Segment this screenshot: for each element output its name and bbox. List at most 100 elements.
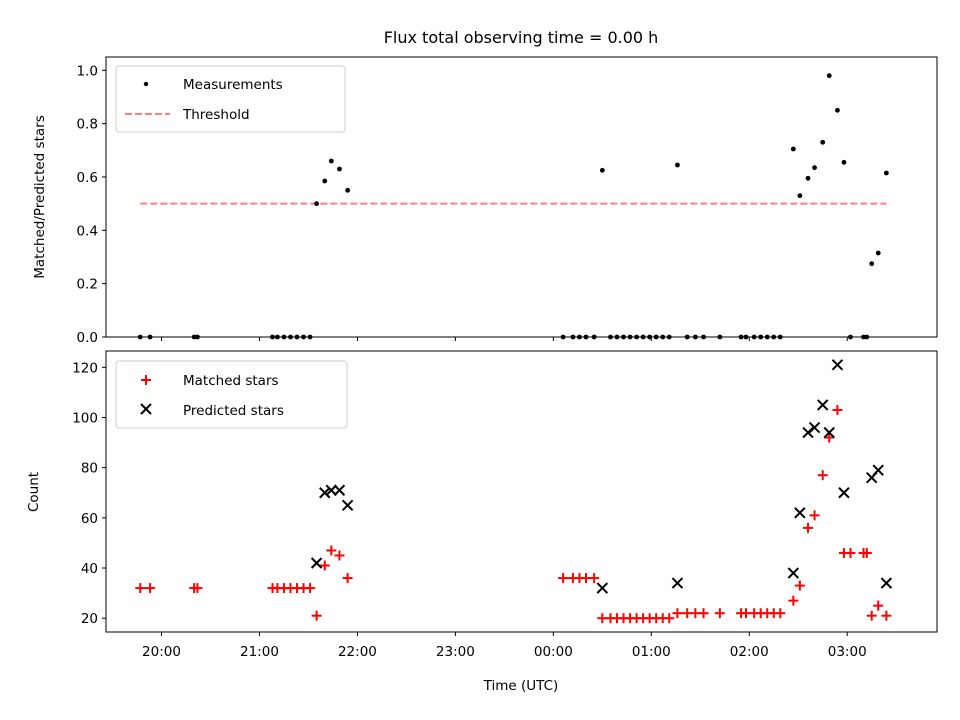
top-y-tick-label: 1.0: [77, 63, 98, 79]
bottom-plot-frame: [105, 350, 938, 633]
bottom-y-tick-label: 40: [81, 561, 98, 577]
top-y-tick-label: 0.2: [77, 277, 98, 293]
legend-predicted-label: Predicted stars: [183, 403, 284, 419]
matched-star-point: [845, 547, 856, 558]
bottom-y-tick-label: 20: [81, 611, 98, 627]
matched-stars-layer: [135, 404, 892, 624]
measurement-point: [841, 159, 847, 165]
bottom-y-axis-label: Count: [26, 472, 42, 512]
top-y-tick-label: 0.4: [77, 223, 98, 239]
matched-star-point: [866, 610, 877, 621]
bottom-y-tick-label: 120: [72, 360, 98, 376]
legend-threshold-label: Threshold: [182, 107, 250, 123]
matched-star-point: [334, 550, 345, 561]
measurement-point: [826, 73, 832, 79]
measurement-point: [805, 175, 811, 181]
measurement-point: [875, 250, 881, 256]
matched-star-point: [873, 600, 884, 611]
matched-star-point: [775, 608, 786, 619]
measurement-point: [599, 167, 605, 173]
matched-star-point: [326, 545, 337, 556]
top-y-tick-label: 0.6: [77, 170, 98, 186]
predicted-star-point: [823, 426, 835, 439]
matched-star-point: [803, 522, 814, 533]
bottom-x-tick-label: 22:00: [338, 644, 377, 660]
legend-matched-label: Matched stars: [183, 373, 279, 389]
bottom-x-ticks: 20:00 21:00 22:00 23:00 00:00 01:00 02:00 03:00: [142, 632, 867, 660]
matched-star-point: [672, 608, 683, 619]
matched-star-point: [714, 608, 725, 619]
matched-star-point: [589, 573, 600, 584]
measurement-point: [345, 187, 351, 193]
bottom-x-tick-label: 01:00: [632, 644, 671, 660]
matched-star-point: [342, 573, 353, 584]
measurement-point: [337, 166, 342, 172]
chart-title: Flux total observing time = 0.00 h: [384, 28, 659, 47]
predicted-star-point: [596, 582, 609, 594]
matched-star-point: [311, 610, 322, 621]
legend-predicted-marker: [140, 403, 152, 415]
legend-measurements-label: Measurements: [183, 77, 283, 93]
matched-star-point: [794, 580, 805, 591]
measurement-point: [675, 162, 680, 168]
measurement-point: [328, 158, 334, 164]
matched-star-point: [861, 547, 872, 558]
measurement-point: [835, 107, 840, 113]
bottom-y-tick-label: 60: [81, 511, 98, 527]
top-y-tick-label: 0.8: [77, 117, 98, 133]
predicted-star-point: [808, 421, 821, 434]
bottom-y-ticks: 20 40 60 80 100 120: [72, 360, 106, 627]
bottom-y-tick-label: 100: [72, 410, 98, 426]
predicted-star-point: [872, 464, 884, 476]
bottom-legend-box: [115, 360, 348, 429]
predicted-star-point: [880, 577, 893, 589]
top-y-axis-label: Matched/Predicted stars: [32, 115, 48, 278]
predicted-star-point: [671, 577, 684, 589]
top-legend-box: [115, 65, 346, 133]
predicted-star-point: [341, 499, 354, 512]
matched-star-point: [817, 470, 828, 481]
predicted-star-point: [325, 484, 338, 496]
matched-star-point: [305, 583, 316, 594]
measurement-point: [797, 193, 803, 199]
bottom-panel: 20 40 60 80 100 120 20:00 21:00 22:00 23:00 00:00…: [26, 350, 938, 694]
measurement-point: [790, 146, 796, 152]
matched-star-point: [832, 404, 843, 415]
bottom-x-tick-label: 00:00: [534, 644, 573, 660]
matched-star-point: [135, 583, 146, 594]
predicted-star-point: [831, 359, 844, 371]
bottom-legend: Matched stars Predicted stars: [115, 360, 348, 429]
bottom-y-tick-label: 80: [81, 461, 98, 477]
matched-star-point: [192, 583, 203, 594]
predicted-star-point: [802, 426, 814, 439]
predicted-star-point: [319, 487, 331, 499]
predicted-star-point: [817, 399, 829, 411]
top-y-ticks: 0.0 0.2 0.4 0.6 0.8 1.0: [77, 63, 106, 346]
predicted-star-point: [838, 487, 850, 499]
predicted-star-point: [310, 557, 323, 569]
x-axis-label: Time (UTC): [483, 678, 559, 694]
matched-star-point: [664, 613, 675, 624]
predicted-star-point: [787, 567, 800, 579]
measurement-point: [883, 170, 889, 176]
measurement-point: [314, 201, 320, 207]
measurement-point: [869, 261, 875, 267]
bottom-x-tick-label: 21:00: [240, 644, 279, 660]
top-legend: Measurements Threshold: [115, 65, 346, 133]
matched-star-point: [824, 432, 835, 443]
matched-star-point: [809, 510, 820, 521]
bottom-x-tick-label: 02:00: [730, 644, 769, 660]
matched-star-point: [145, 583, 156, 594]
matched-star-point: [698, 608, 709, 619]
matched-star-point: [881, 610, 892, 621]
measurement-point: [322, 178, 328, 184]
bottom-x-tick-label: 20:00: [142, 644, 181, 660]
matched-star-point: [558, 573, 569, 584]
bottom-x-tick-label: 03:00: [828, 644, 867, 660]
top-panel: 0.0 0.2 0.4 0.6 0.8 1.0 Matched/Predicted sta…: [32, 56, 938, 346]
bottom-x-tick-label: 23:00: [436, 644, 475, 660]
predicted-star-point: [794, 507, 806, 519]
top-plot-frame: [105, 56, 938, 338]
top-x-ticks: [161, 337, 848, 341]
